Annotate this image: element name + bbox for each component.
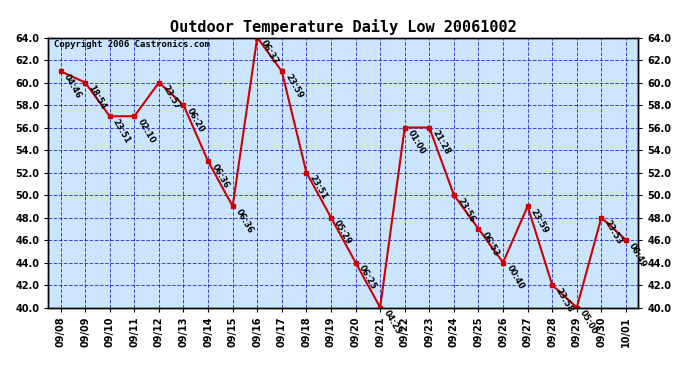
- Text: 06:53: 06:53: [480, 230, 501, 258]
- Text: 18:54: 18:54: [86, 84, 108, 111]
- Text: 00:40: 00:40: [504, 264, 526, 291]
- Text: 05:29: 05:29: [333, 219, 353, 246]
- Text: 23:59: 23:59: [283, 73, 304, 100]
- Text: 23:56: 23:56: [455, 196, 477, 224]
- Text: 01:00: 01:00: [406, 129, 427, 156]
- Text: 06:20: 06:20: [185, 106, 206, 134]
- Text: 23:59: 23:59: [529, 208, 550, 235]
- Title: Outdoor Temperature Daily Low 20061002: Outdoor Temperature Daily Low 20061002: [170, 19, 517, 35]
- Text: 04:23: 04:23: [382, 309, 403, 336]
- Text: 23:51: 23:51: [308, 174, 329, 201]
- Text: 06:36: 06:36: [210, 163, 230, 190]
- Text: 06:49: 06:49: [627, 242, 649, 269]
- Text: 06:25: 06:25: [357, 264, 378, 291]
- Text: 04:46: 04:46: [62, 73, 83, 100]
- Text: 02:10: 02:10: [136, 118, 157, 145]
- Text: 23:57: 23:57: [160, 84, 181, 111]
- Text: 05:00: 05:00: [578, 309, 599, 336]
- Text: Copyright 2006 Castronics.com: Copyright 2006 Castronics.com: [55, 40, 210, 49]
- Text: 21:28: 21:28: [431, 129, 452, 156]
- Text: 23:53: 23:53: [603, 219, 624, 246]
- Text: 23:58: 23:58: [553, 286, 575, 314]
- Text: 06:37: 06:37: [259, 39, 279, 66]
- Text: 06:36: 06:36: [234, 208, 255, 235]
- Text: 23:51: 23:51: [111, 118, 132, 145]
